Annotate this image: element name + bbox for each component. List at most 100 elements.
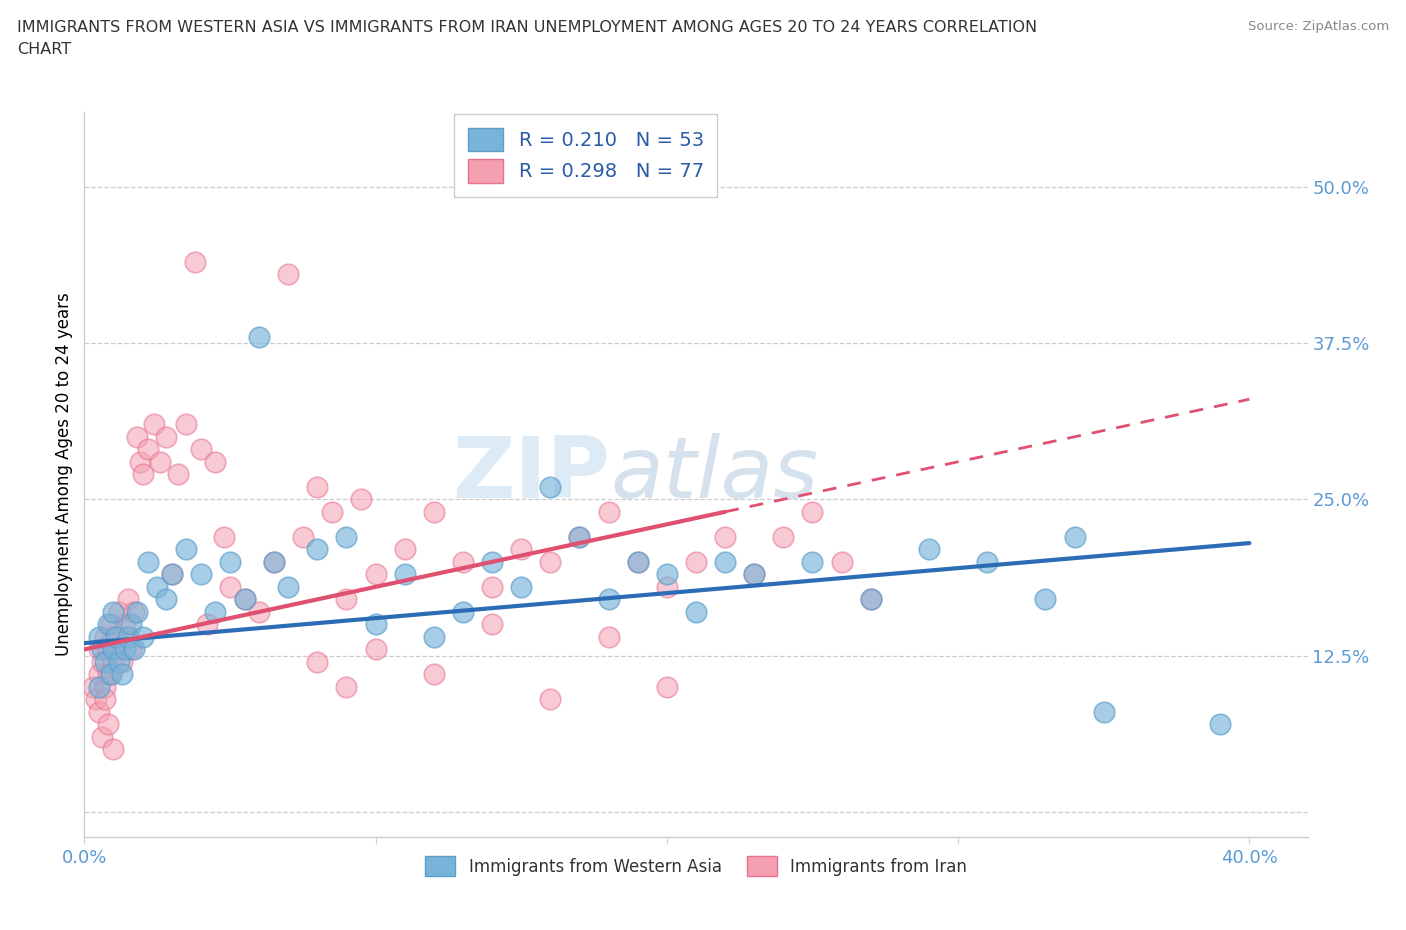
- Point: [307, 655, 329, 670]
- Point: [350, 492, 373, 507]
- Point: [598, 504, 620, 519]
- Point: [190, 442, 212, 457]
- Point: [481, 617, 503, 631]
- Point: [138, 554, 160, 569]
- Point: [598, 591, 620, 606]
- Point: [451, 604, 474, 619]
- Point: [143, 417, 166, 432]
- Point: [538, 692, 561, 707]
- Point: [100, 667, 122, 682]
- Point: [125, 604, 148, 619]
- Text: Source: ZipAtlas.com: Source: ZipAtlas.com: [1249, 20, 1389, 33]
- Point: [93, 692, 115, 707]
- Point: [859, 591, 882, 606]
- Point: [714, 554, 737, 569]
- Point: [160, 567, 183, 582]
- Point: [219, 579, 242, 594]
- Y-axis label: Unemployment Among Ages 20 to 24 years: Unemployment Among Ages 20 to 24 years: [55, 292, 73, 657]
- Point: [263, 554, 285, 569]
- Point: [1035, 591, 1057, 606]
- Point: [685, 554, 707, 569]
- Point: [103, 742, 125, 757]
- Point: [1209, 717, 1232, 732]
- Point: [87, 667, 110, 682]
- Point: [263, 554, 285, 569]
- Point: [364, 567, 387, 582]
- Point: [100, 667, 122, 682]
- Point: [598, 630, 620, 644]
- Point: [568, 529, 591, 544]
- Point: [166, 467, 188, 482]
- Point: [481, 554, 503, 569]
- Point: [111, 667, 134, 682]
- Point: [307, 542, 329, 557]
- Point: [122, 642, 145, 657]
- Point: [1063, 529, 1085, 544]
- Point: [114, 617, 136, 631]
- Point: [131, 467, 153, 482]
- Point: [277, 579, 299, 594]
- Point: [423, 504, 446, 519]
- Point: [114, 642, 136, 657]
- Point: [394, 567, 416, 582]
- Point: [714, 529, 737, 544]
- Point: [103, 604, 125, 619]
- Point: [100, 617, 122, 631]
- Point: [190, 567, 212, 582]
- Point: [195, 617, 218, 631]
- Point: [117, 591, 139, 606]
- Point: [93, 680, 115, 695]
- Point: [538, 479, 561, 494]
- Legend: Immigrants from Western Asia, Immigrants from Iran: Immigrants from Western Asia, Immigrants…: [419, 849, 973, 884]
- Point: [93, 630, 115, 644]
- Point: [394, 542, 416, 557]
- Point: [111, 655, 134, 670]
- Point: [451, 554, 474, 569]
- Point: [97, 717, 120, 732]
- Point: [742, 567, 765, 582]
- Point: [105, 642, 128, 657]
- Point: [146, 579, 169, 594]
- Point: [247, 329, 270, 344]
- Point: [233, 591, 256, 606]
- Point: [335, 680, 357, 695]
- Point: [219, 554, 242, 569]
- Text: ZIP: ZIP: [453, 432, 610, 516]
- Point: [859, 591, 882, 606]
- Point: [831, 554, 853, 569]
- Point: [122, 604, 145, 619]
- Point: [204, 604, 226, 619]
- Point: [655, 579, 678, 594]
- Point: [247, 604, 270, 619]
- Point: [212, 529, 235, 544]
- Point: [423, 667, 446, 682]
- Point: [117, 630, 139, 644]
- Point: [87, 630, 110, 644]
- Point: [801, 504, 824, 519]
- Point: [742, 567, 765, 582]
- Point: [87, 680, 110, 695]
- Point: [335, 591, 357, 606]
- Point: [103, 642, 125, 657]
- Point: [277, 267, 299, 282]
- Point: [128, 455, 150, 470]
- Point: [772, 529, 794, 544]
- Point: [82, 680, 104, 695]
- Point: [90, 642, 112, 657]
- Point: [918, 542, 941, 557]
- Point: [685, 604, 707, 619]
- Point: [655, 680, 678, 695]
- Point: [291, 529, 314, 544]
- Point: [108, 655, 131, 670]
- Point: [321, 504, 343, 519]
- Point: [125, 430, 148, 445]
- Point: [335, 529, 357, 544]
- Point: [120, 617, 142, 631]
- Point: [364, 642, 387, 657]
- Point: [233, 591, 256, 606]
- Point: [97, 617, 120, 631]
- Point: [149, 455, 172, 470]
- Point: [103, 655, 125, 670]
- Point: [364, 617, 387, 631]
- Point: [93, 655, 115, 670]
